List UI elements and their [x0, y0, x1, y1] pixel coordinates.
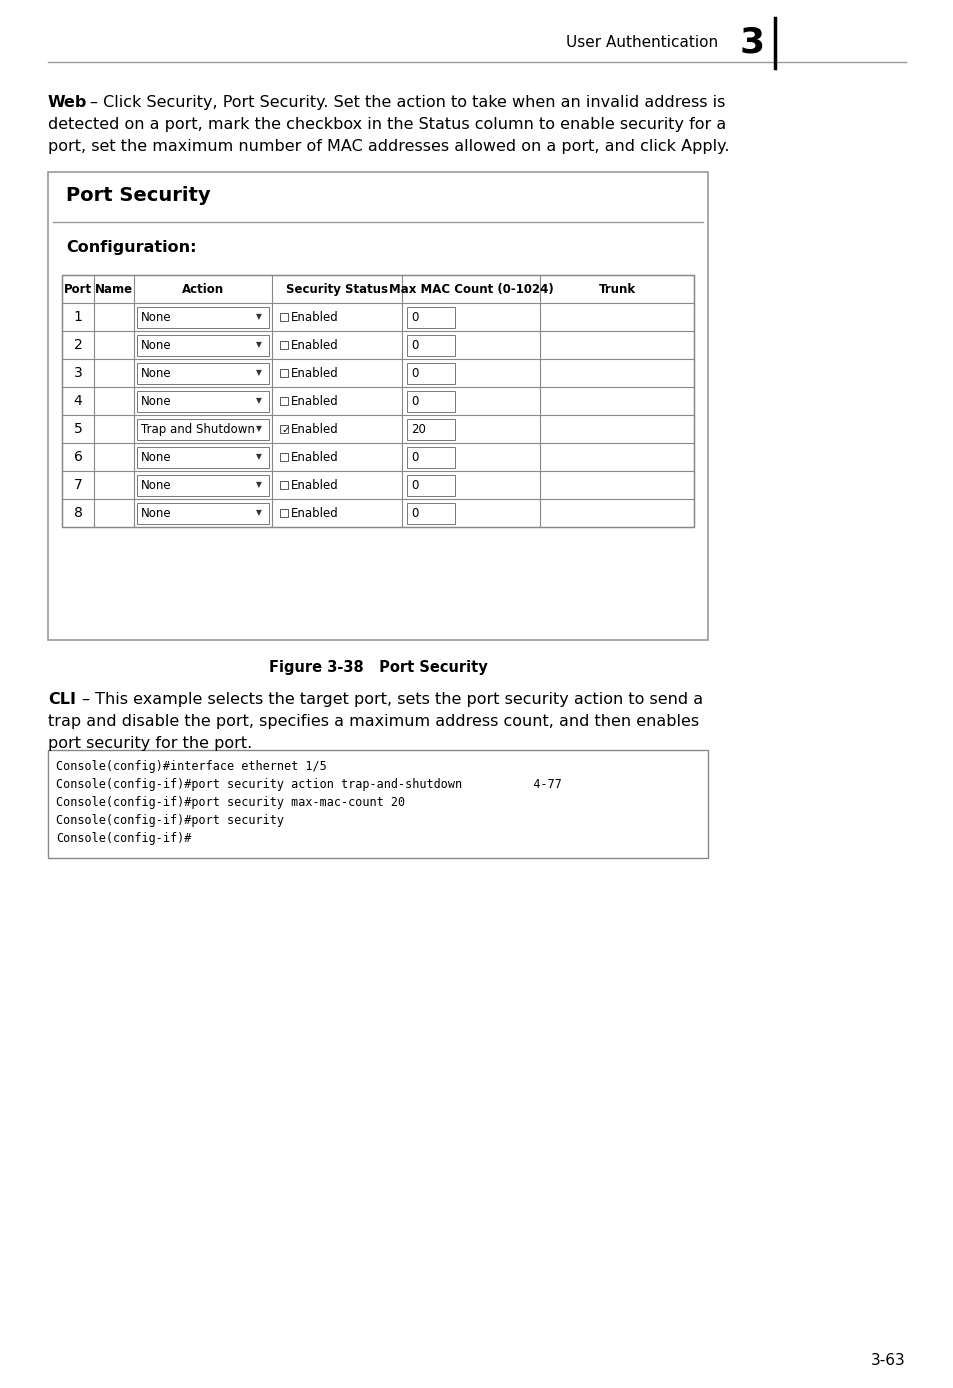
Text: 0: 0 — [411, 451, 418, 464]
Bar — [137, 390, 269, 411]
Text: Enabled: Enabled — [291, 422, 338, 436]
Bar — [137, 335, 269, 355]
Bar — [280, 314, 288, 321]
Text: 3: 3 — [739, 25, 763, 60]
Text: 0: 0 — [411, 311, 418, 323]
Text: 0: 0 — [411, 479, 418, 491]
Text: port, set the maximum number of MAC addresses allowed on a port, and click Apply: port, set the maximum number of MAC addr… — [48, 139, 729, 154]
Text: ▼: ▼ — [255, 397, 262, 405]
Bar — [48, 172, 707, 640]
Text: 3-63: 3-63 — [870, 1353, 905, 1369]
Text: Enabled: Enabled — [291, 479, 338, 491]
Text: 2: 2 — [73, 339, 82, 353]
Text: None: None — [141, 451, 172, 464]
Text: None: None — [141, 507, 172, 519]
Bar — [137, 447, 269, 468]
Text: None: None — [141, 311, 172, 323]
Text: detected on a port, mark the checkbox in the Status column to enable security fo: detected on a port, mark the checkbox in… — [48, 117, 725, 132]
Text: ✓: ✓ — [281, 425, 290, 434]
Text: ▼: ▼ — [255, 312, 262, 322]
Text: ▼: ▼ — [255, 425, 262, 433]
Text: 4: 4 — [73, 394, 82, 408]
Text: Console(config-if)#: Console(config-if)# — [56, 831, 192, 845]
Text: Enabled: Enabled — [291, 451, 338, 464]
Text: Port Security: Port Security — [66, 186, 211, 205]
Bar — [280, 509, 288, 516]
Bar — [407, 475, 455, 496]
Text: ▼: ▼ — [255, 480, 262, 490]
Bar — [407, 502, 455, 523]
Bar — [48, 750, 707, 858]
Text: Trunk: Trunk — [598, 283, 635, 296]
Text: ▼: ▼ — [255, 508, 262, 518]
Text: – Click Security, Port Security. Set the action to take when an invalid address : – Click Security, Port Security. Set the… — [90, 94, 724, 110]
Text: Console(config-if)#port security: Console(config-if)#port security — [56, 813, 284, 827]
Text: 6: 6 — [73, 450, 82, 464]
Text: CLI: CLI — [48, 693, 76, 706]
Text: 1: 1 — [73, 310, 82, 323]
Text: Web: Web — [48, 94, 88, 110]
Text: Enabled: Enabled — [291, 366, 338, 379]
Text: User Authentication: User Authentication — [565, 35, 718, 50]
Text: ▼: ▼ — [255, 452, 262, 461]
Bar — [280, 452, 288, 461]
Bar — [280, 397, 288, 405]
Text: Enabled: Enabled — [291, 311, 338, 323]
Text: Name: Name — [95, 283, 132, 296]
Bar — [407, 447, 455, 468]
Text: Trap and Shutdown: Trap and Shutdown — [141, 422, 254, 436]
Text: Enabled: Enabled — [291, 507, 338, 519]
Text: 0: 0 — [411, 394, 418, 408]
Text: Port: Port — [64, 283, 92, 296]
Text: ▼: ▼ — [255, 368, 262, 378]
Text: 7: 7 — [73, 477, 82, 491]
Bar — [137, 502, 269, 523]
Bar — [137, 307, 269, 328]
Text: None: None — [141, 366, 172, 379]
Bar — [137, 475, 269, 496]
Bar — [407, 362, 455, 383]
Bar — [407, 307, 455, 328]
Bar — [137, 362, 269, 383]
Text: 5: 5 — [73, 422, 82, 436]
Bar — [280, 369, 288, 378]
Text: 0: 0 — [411, 366, 418, 379]
Text: trap and disable the port, specifies a maximum address count, and then enables: trap and disable the port, specifies a m… — [48, 713, 699, 729]
Text: None: None — [141, 479, 172, 491]
Text: None: None — [141, 394, 172, 408]
Text: port security for the port.: port security for the port. — [48, 736, 252, 751]
Bar — [280, 482, 288, 489]
Text: Console(config-if)#port security max-mac-count 20: Console(config-if)#port security max-mac… — [56, 795, 405, 809]
Text: None: None — [141, 339, 172, 351]
Text: Enabled: Enabled — [291, 394, 338, 408]
Text: Figure 3-38   Port Security: Figure 3-38 Port Security — [269, 661, 487, 675]
Text: Console(config-if)#port security action trap-and-shutdown          4-77: Console(config-if)#port security action … — [56, 779, 561, 791]
Text: 20: 20 — [411, 422, 425, 436]
Text: 0: 0 — [411, 507, 418, 519]
Bar — [407, 335, 455, 355]
Text: ▼: ▼ — [255, 340, 262, 350]
Bar — [280, 425, 288, 433]
Bar — [62, 275, 693, 527]
Text: 3: 3 — [73, 366, 82, 380]
Bar — [137, 419, 269, 440]
Bar — [407, 390, 455, 411]
Text: 0: 0 — [411, 339, 418, 351]
Text: 8: 8 — [73, 507, 82, 520]
Text: Configuration:: Configuration: — [66, 240, 196, 255]
Text: – This example selects the target port, sets the port security action to send a: – This example selects the target port, … — [82, 693, 702, 706]
Text: Max MAC Count (0-1024): Max MAC Count (0-1024) — [388, 283, 553, 296]
Text: Console(config)#interface ethernet 1/5: Console(config)#interface ethernet 1/5 — [56, 761, 327, 773]
Text: Security Status: Security Status — [286, 283, 388, 296]
Bar — [280, 341, 288, 348]
Text: Enabled: Enabled — [291, 339, 338, 351]
Bar — [407, 419, 455, 440]
Text: Action: Action — [182, 283, 224, 296]
